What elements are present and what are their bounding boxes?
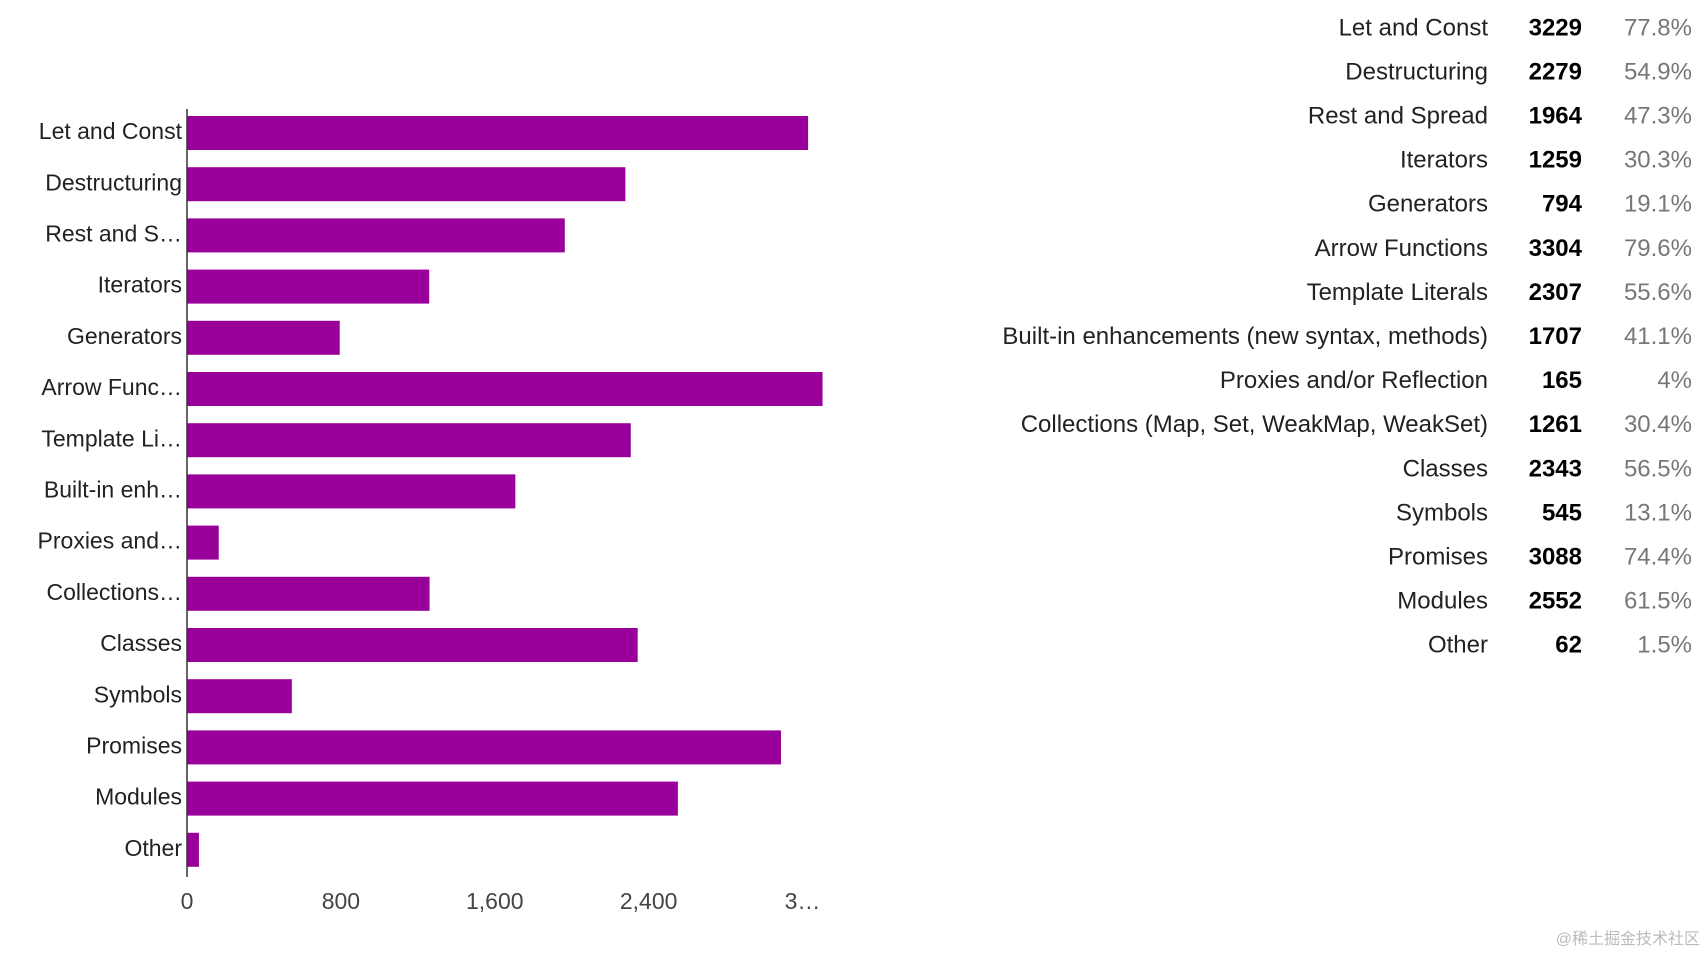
- table-name: Symbols: [1396, 499, 1488, 526]
- table-percent: 1.5%: [1637, 632, 1692, 659]
- x-tick-label: 3…: [785, 888, 821, 914]
- table-name: Other: [1428, 632, 1488, 659]
- table-percent: 13.1%: [1624, 499, 1692, 526]
- table-count: 3229: [1529, 14, 1582, 41]
- bar: [187, 679, 292, 714]
- table-name: Let and Const: [1339, 14, 1489, 41]
- y-tick-label: Arrow Func…: [41, 374, 182, 400]
- bar: [187, 576, 430, 611]
- table-percent: 4%: [1657, 367, 1692, 394]
- table-percent: 30.4%: [1624, 411, 1692, 438]
- table-count: 794: [1542, 191, 1583, 218]
- table-name: Promises: [1388, 544, 1488, 571]
- y-tick-label: Let and Const: [39, 118, 183, 144]
- table-count: 2552: [1529, 588, 1582, 615]
- y-tick-label: Modules: [95, 784, 182, 810]
- bar: [187, 116, 809, 150]
- bar: [187, 525, 219, 560]
- x-tick-label: 1,600: [466, 888, 524, 914]
- table-percent: 74.4%: [1624, 544, 1692, 571]
- y-tick-label: Built-in enh…: [44, 476, 182, 502]
- y-tick-label: Proxies and…: [38, 528, 182, 554]
- table-count: 1707: [1529, 323, 1582, 350]
- y-tick-label: Classes: [100, 630, 182, 656]
- bar: [187, 628, 638, 662]
- table-count: 2307: [1529, 279, 1582, 306]
- table-name: Destructuring: [1345, 58, 1488, 85]
- table-name: Proxies and/or Reflection: [1220, 367, 1488, 394]
- table-name: Built-in enhancements (new syntax, metho…: [1002, 323, 1488, 350]
- table-name: Iterators: [1400, 147, 1488, 174]
- table-percent: 55.6%: [1624, 279, 1692, 306]
- bar: [187, 167, 626, 202]
- table-count: 2343: [1529, 455, 1582, 482]
- y-tick-label: Symbols: [94, 681, 182, 707]
- bar: [187, 218, 565, 253]
- table-name: Classes: [1403, 455, 1488, 482]
- bar: [187, 269, 430, 304]
- table-percent: 41.1%: [1624, 323, 1692, 350]
- table-count: 2279: [1529, 58, 1582, 85]
- table-count: 165: [1542, 367, 1582, 394]
- table-percent: 30.3%: [1624, 147, 1692, 174]
- table-percent: 47.3%: [1624, 103, 1692, 130]
- table-count: 545: [1542, 499, 1582, 526]
- y-tick-label: Collections…: [47, 579, 183, 605]
- table-percent: 77.8%: [1624, 14, 1692, 41]
- table-count: 1964: [1529, 103, 1583, 130]
- bar: [187, 781, 678, 816]
- table-name: Arrow Functions: [1315, 235, 1488, 262]
- bar: [187, 832, 199, 867]
- table-name: Rest and Spread: [1308, 103, 1488, 130]
- bar: [187, 372, 823, 406]
- bar: [187, 423, 631, 458]
- bar: [187, 474, 516, 509]
- table-count: 1261: [1529, 411, 1582, 438]
- x-tick-label: 0: [181, 888, 194, 914]
- table-name: Generators: [1368, 191, 1488, 218]
- y-tick-label: Destructuring: [45, 169, 182, 195]
- y-tick-label: Template Li…: [41, 425, 182, 451]
- x-tick-label: 2,400: [620, 888, 678, 914]
- y-tick-label: Generators: [67, 323, 182, 349]
- x-tick-label: 800: [322, 888, 360, 914]
- y-tick-label: Rest and S…: [45, 220, 182, 246]
- bar: [187, 730, 781, 765]
- table-percent: 56.5%: [1624, 455, 1692, 482]
- table-count: 3304: [1529, 235, 1583, 262]
- table-percent: 61.5%: [1624, 588, 1692, 615]
- table-name: Modules: [1397, 588, 1488, 615]
- table-name: Template Literals: [1307, 279, 1488, 306]
- y-tick-label: Promises: [86, 732, 182, 758]
- table-percent: 54.9%: [1624, 58, 1692, 85]
- table-percent: 79.6%: [1624, 235, 1692, 262]
- watermark: @稀土掘金技术社区: [1556, 930, 1700, 948]
- table-count: 62: [1555, 632, 1582, 659]
- bar: [187, 320, 340, 355]
- y-tick-label: Iterators: [98, 272, 182, 298]
- table-count: 3088: [1529, 544, 1582, 571]
- table-percent: 19.1%: [1624, 191, 1692, 218]
- table-count: 1259: [1529, 147, 1582, 174]
- y-tick-label: Other: [124, 835, 182, 861]
- table-name: Collections (Map, Set, WeakMap, WeakSet): [1021, 411, 1488, 438]
